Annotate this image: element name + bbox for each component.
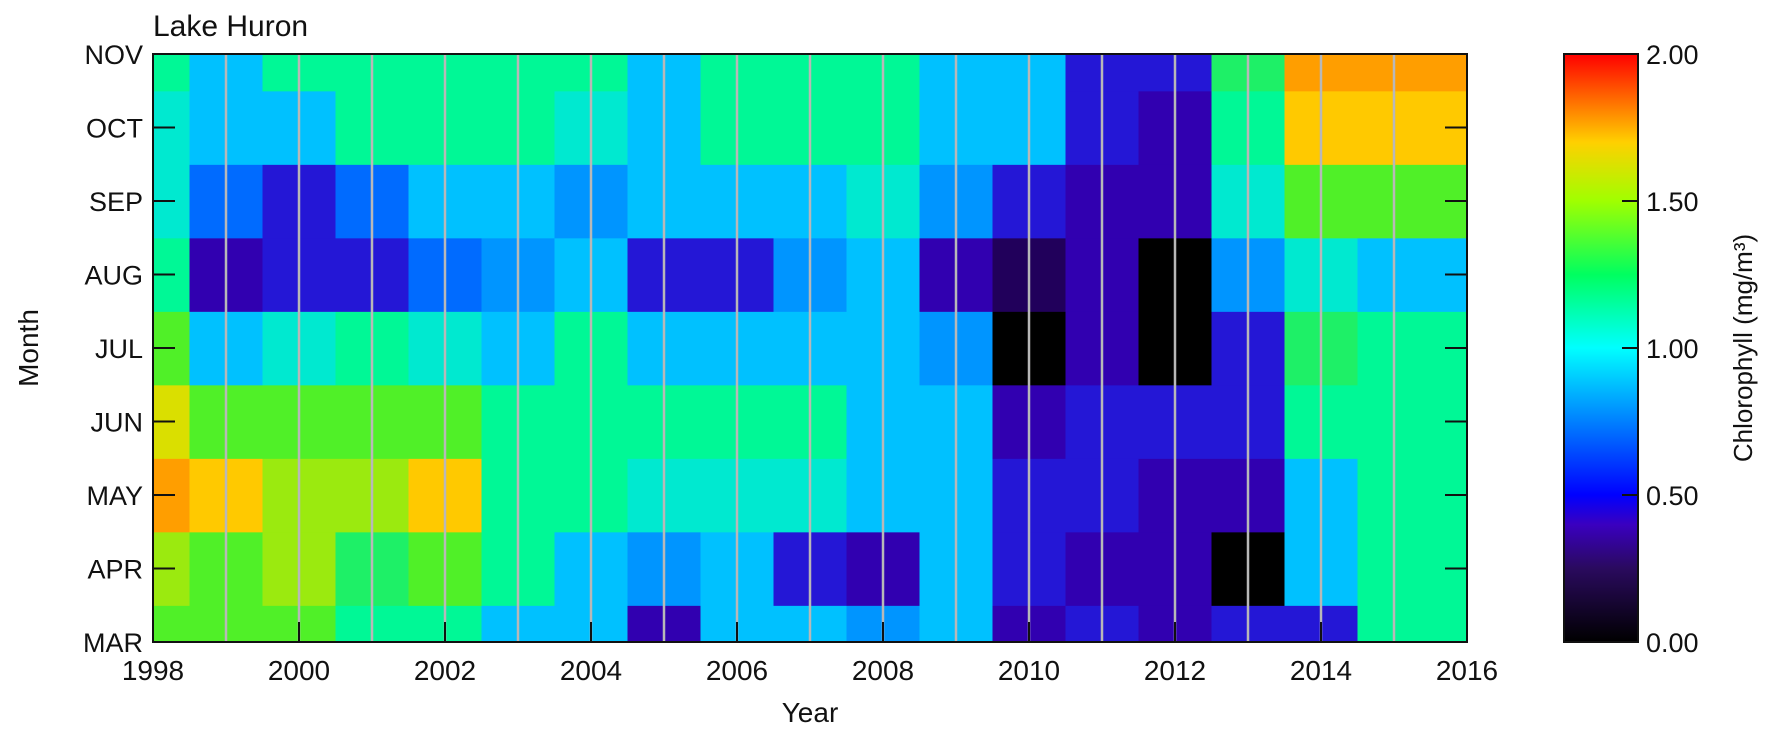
y-tick-label: MAR — [83, 628, 143, 658]
x-tick-label: 1998 — [122, 655, 184, 686]
colorbar-tick-label: 2.00 — [1646, 40, 1699, 70]
heatmap-cell — [153, 54, 191, 92]
x-tick-label: 2014 — [1290, 655, 1352, 686]
x-tick-label: 2004 — [560, 655, 622, 686]
x-tick-label: 2016 — [1436, 655, 1498, 686]
y-tick-label: MAY — [86, 481, 143, 511]
y-tick-label: JUL — [95, 334, 143, 364]
heatmap-cell — [153, 605, 191, 643]
colorbar: 0.00 0.50 1.00 1.50 2.00 Chlorophyll (mg/m³) — [1563, 40, 1758, 658]
colorbar-tick-label: 0.50 — [1646, 481, 1699, 511]
colorbar-label: Chlorophyll (mg/m³) — [1728, 234, 1758, 462]
x-axis: 1998 2000 2002 2004 2006 2008 2010 2012 2014 2016 — [122, 622, 1498, 686]
x-tick-label: 2006 — [706, 655, 768, 686]
colorbar-ticks: 0.00 0.50 1.00 1.50 2.00 — [1622, 40, 1699, 658]
y-tick-label: OCT — [86, 114, 143, 144]
y-axis: MAR APR MAY JUN JUL AUG SEP OCT NOV — [83, 40, 1467, 658]
colorbar-tick-label: 1.00 — [1646, 334, 1699, 364]
x-tick-label: 2000 — [268, 655, 330, 686]
x-tick-label: 2002 — [414, 655, 476, 686]
x-tick-label: 2012 — [1144, 655, 1206, 686]
colorbar-tick-label: 0.00 — [1646, 628, 1699, 658]
year-gridlines — [224, 54, 1396, 642]
y-tick-label: AUG — [84, 261, 143, 291]
y-tick-label: SEP — [89, 187, 143, 217]
y-axis-label: Month — [13, 309, 44, 387]
chart-title: Lake Huron — [153, 10, 308, 43]
x-tick-label: 2008 — [852, 655, 914, 686]
x-tick-label: 2010 — [998, 655, 1060, 686]
heatmap-cell — [1430, 605, 1468, 643]
colorbar-tick-label: 1.50 — [1646, 187, 1699, 217]
y-tick-label: NOV — [84, 40, 143, 70]
x-axis-label: Year — [782, 697, 839, 726]
y-tick-label: APR — [87, 555, 143, 585]
heatmap-cell — [1430, 54, 1468, 92]
y-tick-label: JUN — [91, 408, 144, 438]
